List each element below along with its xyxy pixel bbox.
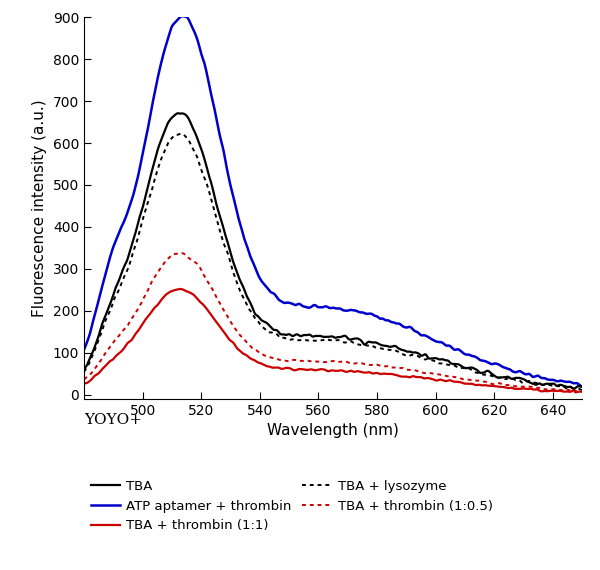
Y-axis label: Fluorescence intensity (a.u.): Fluorescence intensity (a.u.): [32, 99, 47, 317]
Text: YOYO+: YOYO+: [84, 413, 142, 428]
X-axis label: Wavelength (nm): Wavelength (nm): [267, 424, 399, 438]
Legend: TBA, ATP aptamer + thrombin, TBA + thrombin (1:1), TBA + lysozyme, TBA + thrombi: TBA, ATP aptamer + thrombin, TBA + throm…: [91, 480, 493, 532]
